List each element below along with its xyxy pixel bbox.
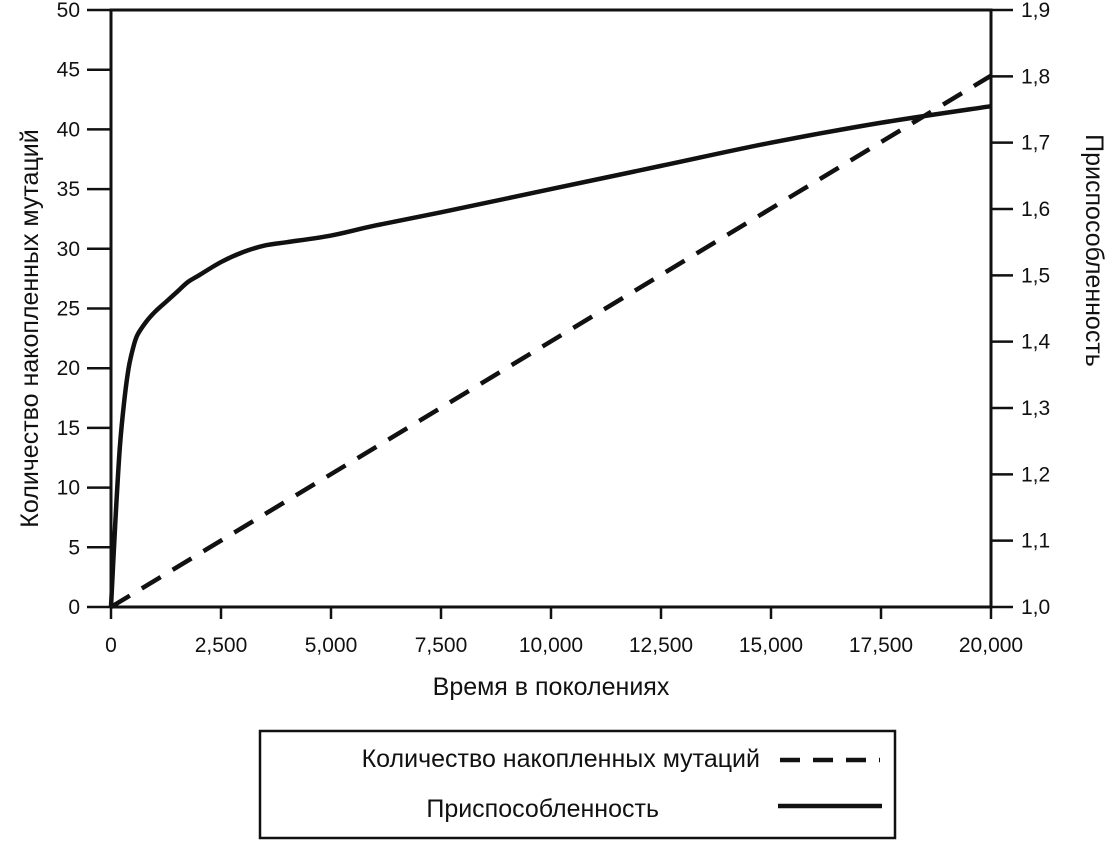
right-y-tick-label: 1,0	[1021, 596, 1050, 619]
x-tick-label: 20,000	[959, 634, 1023, 657]
left-y-tick-label: 35	[57, 178, 80, 201]
legend-box	[258, 729, 897, 840]
x-tick-label: 15,000	[739, 634, 803, 657]
legend-label-fitness: Приспособленность	[426, 795, 659, 823]
right-y-axis: 1,0 1,1 1,2 1,3 1,4 1,5 1,6 1,7 1,8 1,9	[991, 0, 1051, 619]
left-y-tick-label: 0	[68, 596, 80, 619]
left-y-tick-label: 40	[57, 118, 80, 141]
plot-area	[109, 8, 993, 609]
right-y-tick-label: 1,5	[1021, 264, 1050, 287]
x-tick-label: 10,000	[519, 634, 583, 657]
series-line-mutations	[109, 73, 993, 609]
right-y-tick-label: 1,3	[1021, 397, 1050, 420]
left-y-tick-label: 5	[68, 536, 80, 559]
legend-label-mutations: Количество накопленных мутаций	[362, 745, 760, 773]
legend: Количество накопленных мутаций Приспособ…	[258, 729, 897, 840]
left-y-tick-label: 15	[57, 417, 80, 440]
left-y-tick-label: 20	[57, 357, 80, 380]
plot-frame	[109, 8, 993, 609]
x-tick-label: 12,500	[629, 634, 693, 657]
left-y-tick-label: 25	[57, 298, 80, 321]
right-y-tick-label: 1,2	[1021, 463, 1050, 486]
right-y-tick-label: 1,6	[1021, 198, 1050, 221]
x-axis: 0 2,500 5,000 7,500 10,000 12,500 15,000 17,500…	[105, 607, 1023, 657]
right-y-tick-label: 1,9	[1021, 0, 1050, 22]
x-axis-title: Время в поколениях	[433, 673, 670, 701]
right-y-tick-label: 1,8	[1021, 65, 1050, 88]
series-layer	[108, 73, 993, 609]
left-y-tick-label: 50	[57, 0, 80, 22]
left-y-axis: 0 5 10 15 20 25 30 35 40 45 50	[57, 0, 111, 619]
left-y-tick-label: 10	[57, 477, 80, 500]
right-y-tick-label: 1,4	[1021, 331, 1051, 354]
right-y-axis-title: Приспособленность	[1080, 134, 1108, 367]
x-tick-label: 5,000	[305, 634, 358, 657]
x-tick-label: 17,500	[849, 634, 913, 657]
x-tick-label: 7,500	[415, 634, 468, 657]
x-tick-label: 2,500	[195, 634, 248, 657]
x-tick-label: 0	[105, 634, 117, 657]
left-y-axis-title: Количество накопленных мутаций	[16, 129, 44, 527]
left-y-tick-label: 45	[57, 59, 80, 82]
right-y-tick-label: 1,7	[1021, 132, 1050, 155]
left-y-tick-label: 30	[57, 238, 80, 261]
series-line-fitness	[108, 103, 992, 608]
right-y-tick-label: 1,1	[1021, 530, 1050, 553]
